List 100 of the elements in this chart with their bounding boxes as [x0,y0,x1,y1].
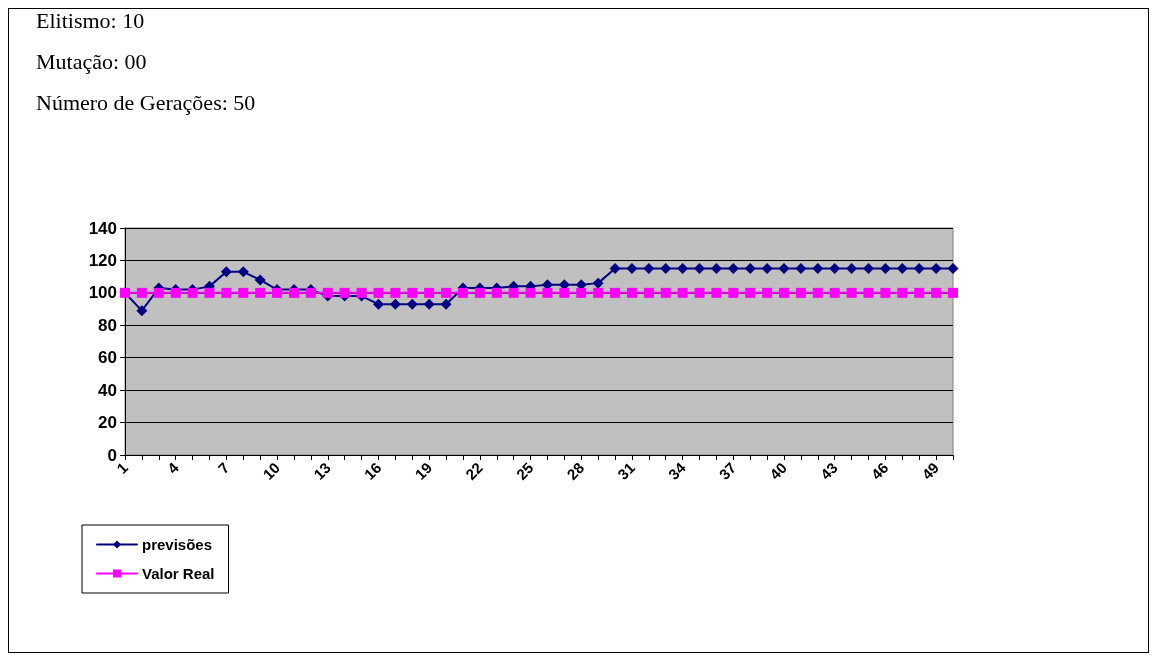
point [407,287,418,298]
point [897,287,908,298]
point [389,298,401,310]
point [913,263,925,275]
legend-label: previsões [142,536,213,553]
point [491,287,502,298]
point [727,263,739,275]
point [745,287,756,298]
point [542,287,553,298]
y-tick-label: 80 [98,315,117,335]
point [762,287,773,298]
point [728,287,739,298]
point [710,263,722,275]
point [931,287,942,298]
point [153,287,164,298]
point [744,263,756,275]
point [779,287,790,298]
point [711,287,722,298]
x-tick-label: 25 [512,458,537,483]
x-tick-label: 43 [816,458,841,483]
x-tick-label: 46 [867,458,892,483]
point [609,263,621,275]
point [880,287,891,298]
point [457,287,468,298]
x-tick-label: 16 [360,458,385,483]
point [525,287,536,298]
point [356,287,367,298]
point [441,287,452,298]
point [677,287,688,298]
point [626,263,638,275]
point [879,263,891,275]
point [474,287,485,298]
point [694,287,705,298]
x-tick-label: 40 [766,458,791,483]
point [593,287,604,298]
point [221,287,232,298]
x-tick-label: 22 [462,458,486,483]
point [238,287,249,298]
point [136,287,147,298]
y-tick-label: 60 [98,348,117,368]
point [204,287,215,298]
y-tick-label: 120 [88,250,117,270]
point [947,263,959,275]
point [694,263,706,275]
point [677,263,689,275]
point [255,287,266,298]
point [660,287,671,298]
y-tick-label: 20 [98,413,117,433]
point [761,263,773,275]
point [930,263,942,275]
point [846,287,857,298]
x-tick-label: 4 [163,458,183,477]
point [373,287,384,298]
point [846,263,858,275]
point [863,287,874,298]
point [643,287,654,298]
point [829,263,841,275]
x-tick-label: 34 [664,458,690,483]
point [576,287,587,298]
y-tick-label: 140 [88,218,117,238]
point [795,263,807,275]
point [322,287,333,298]
x-tick-label: 19 [411,458,436,483]
point [610,287,621,298]
point [508,287,519,298]
text: Elitismo: 10 [36,7,145,33]
point [592,277,604,289]
text: Número de Gerações: 50 [36,89,256,115]
point [896,263,908,275]
point [339,287,350,298]
point [626,287,637,298]
point [423,298,435,310]
y-tick-label: 40 [98,380,117,400]
point [390,287,401,298]
x-tick-label: 13 [309,458,334,483]
point [914,287,925,298]
point [136,305,148,317]
point [372,298,384,310]
point [220,266,232,278]
x-tick-label: 37 [715,458,740,483]
point [254,274,266,286]
point [829,287,840,298]
y-tick-label: 0 [107,445,117,465]
point [424,287,435,298]
point [237,266,249,278]
x-tick-label: 31 [614,458,638,483]
point [660,263,672,275]
legend-label: Valor Real [142,565,215,582]
x-tick-label: 10 [259,458,284,483]
text: Mutação: 00 [36,48,147,74]
point [812,263,824,275]
point [440,298,452,310]
x-tick-label: 28 [563,458,588,483]
x-tick-label: 7 [214,458,233,477]
point [643,263,655,275]
point [812,287,823,298]
point [795,287,806,298]
x-tick-label: 49 [918,458,943,483]
point [948,287,958,298]
point [863,263,875,275]
